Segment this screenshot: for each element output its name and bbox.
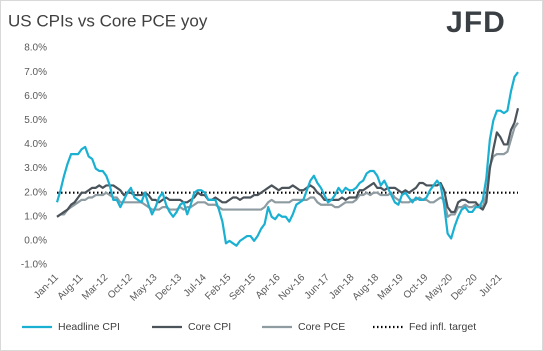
y-tick-label: 1.0% [24,211,47,222]
legend-label: Core PCE [298,321,345,333]
y-tick-label: 3.0% [24,163,47,174]
y-tick-label: 4.0% [24,139,47,150]
y-tick-label: 2.0% [24,187,47,198]
y-tick-label: 6.0% [24,91,47,102]
logo: JFD [446,6,506,39]
y-tick-label: 0.0% [24,236,47,247]
series-line [56,122,519,218]
legend-label: Core CPI [188,321,231,333]
legend-label: Fed infl. target [409,321,476,333]
y-tick-label: -1.0% [21,260,47,271]
y-tick-label: 7.0% [24,67,47,78]
y-tick-label: 8.0% [24,43,47,54]
y-tick-label: 5.0% [24,115,47,126]
chart-title: US CPIs vs Core PCE yoy [8,11,208,30]
series-line [55,71,519,247]
legend-label: Headline CPI [58,321,120,333]
